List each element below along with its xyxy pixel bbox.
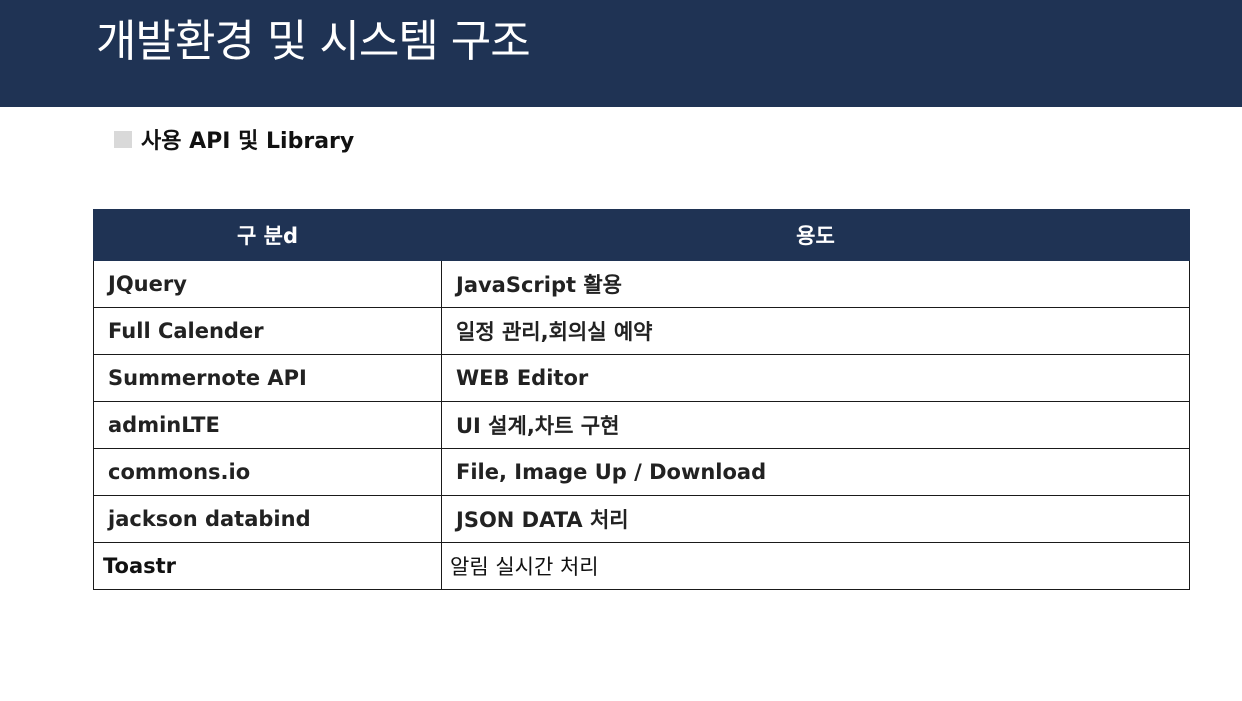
title-bar: 개발환경 및 시스템 구조 — [0, 0, 1242, 107]
table-header-row: 구 분d 용도 — [93, 209, 1190, 261]
table-row: Toastr 알림 실시간 처리 — [93, 542, 1190, 590]
library-name-cell: Full Calender — [93, 307, 442, 355]
library-name-cell: jackson databind — [93, 495, 442, 543]
library-name-cell: adminLTE — [93, 401, 442, 449]
table-row: jackson databind JSON DATA 처리 — [93, 495, 1190, 543]
column-header-usage: 용도 — [441, 209, 1190, 261]
section-heading-text: 사용 API 및 Library — [141, 129, 355, 154]
library-name-cell: JQuery — [93, 260, 442, 308]
library-name-cell: Summernote API — [93, 354, 442, 402]
library-usage-cell: UI 설계,차트 구현 — [441, 401, 1190, 449]
table-row: adminLTE UI 설계,차트 구현 — [93, 401, 1190, 449]
table-row: Full Calender 일정 관리,회의실 예약 — [93, 307, 1190, 355]
column-header-category: 구 분d — [93, 209, 442, 261]
section-heading: 사용 API 및 Library — [114, 124, 354, 154]
library-usage-cell: 알림 실시간 처리 — [441, 542, 1190, 590]
table-row: JQuery JavaScript 활용 — [93, 260, 1190, 308]
library-name-cell: commons.io — [93, 448, 442, 496]
library-usage-cell: WEB Editor — [441, 354, 1190, 402]
square-bullet-icon — [114, 130, 132, 148]
slide-title: 개발환경 및 시스템 구조 — [96, 16, 531, 67]
library-usage-cell: JavaScript 활용 — [441, 260, 1190, 308]
library-usage-cell: 일정 관리,회의실 예약 — [441, 307, 1190, 355]
table-row: commons.io File, Image Up / Download — [93, 448, 1190, 496]
library-usage-cell: JSON DATA 처리 — [441, 495, 1190, 543]
library-name-cell: Toastr — [93, 542, 442, 590]
api-library-table: 구 분d 용도 JQuery JavaScript 활용 Full Calend… — [93, 209, 1190, 590]
library-usage-cell: File, Image Up / Download — [441, 448, 1190, 496]
table-row: Summernote API WEB Editor — [93, 354, 1190, 402]
